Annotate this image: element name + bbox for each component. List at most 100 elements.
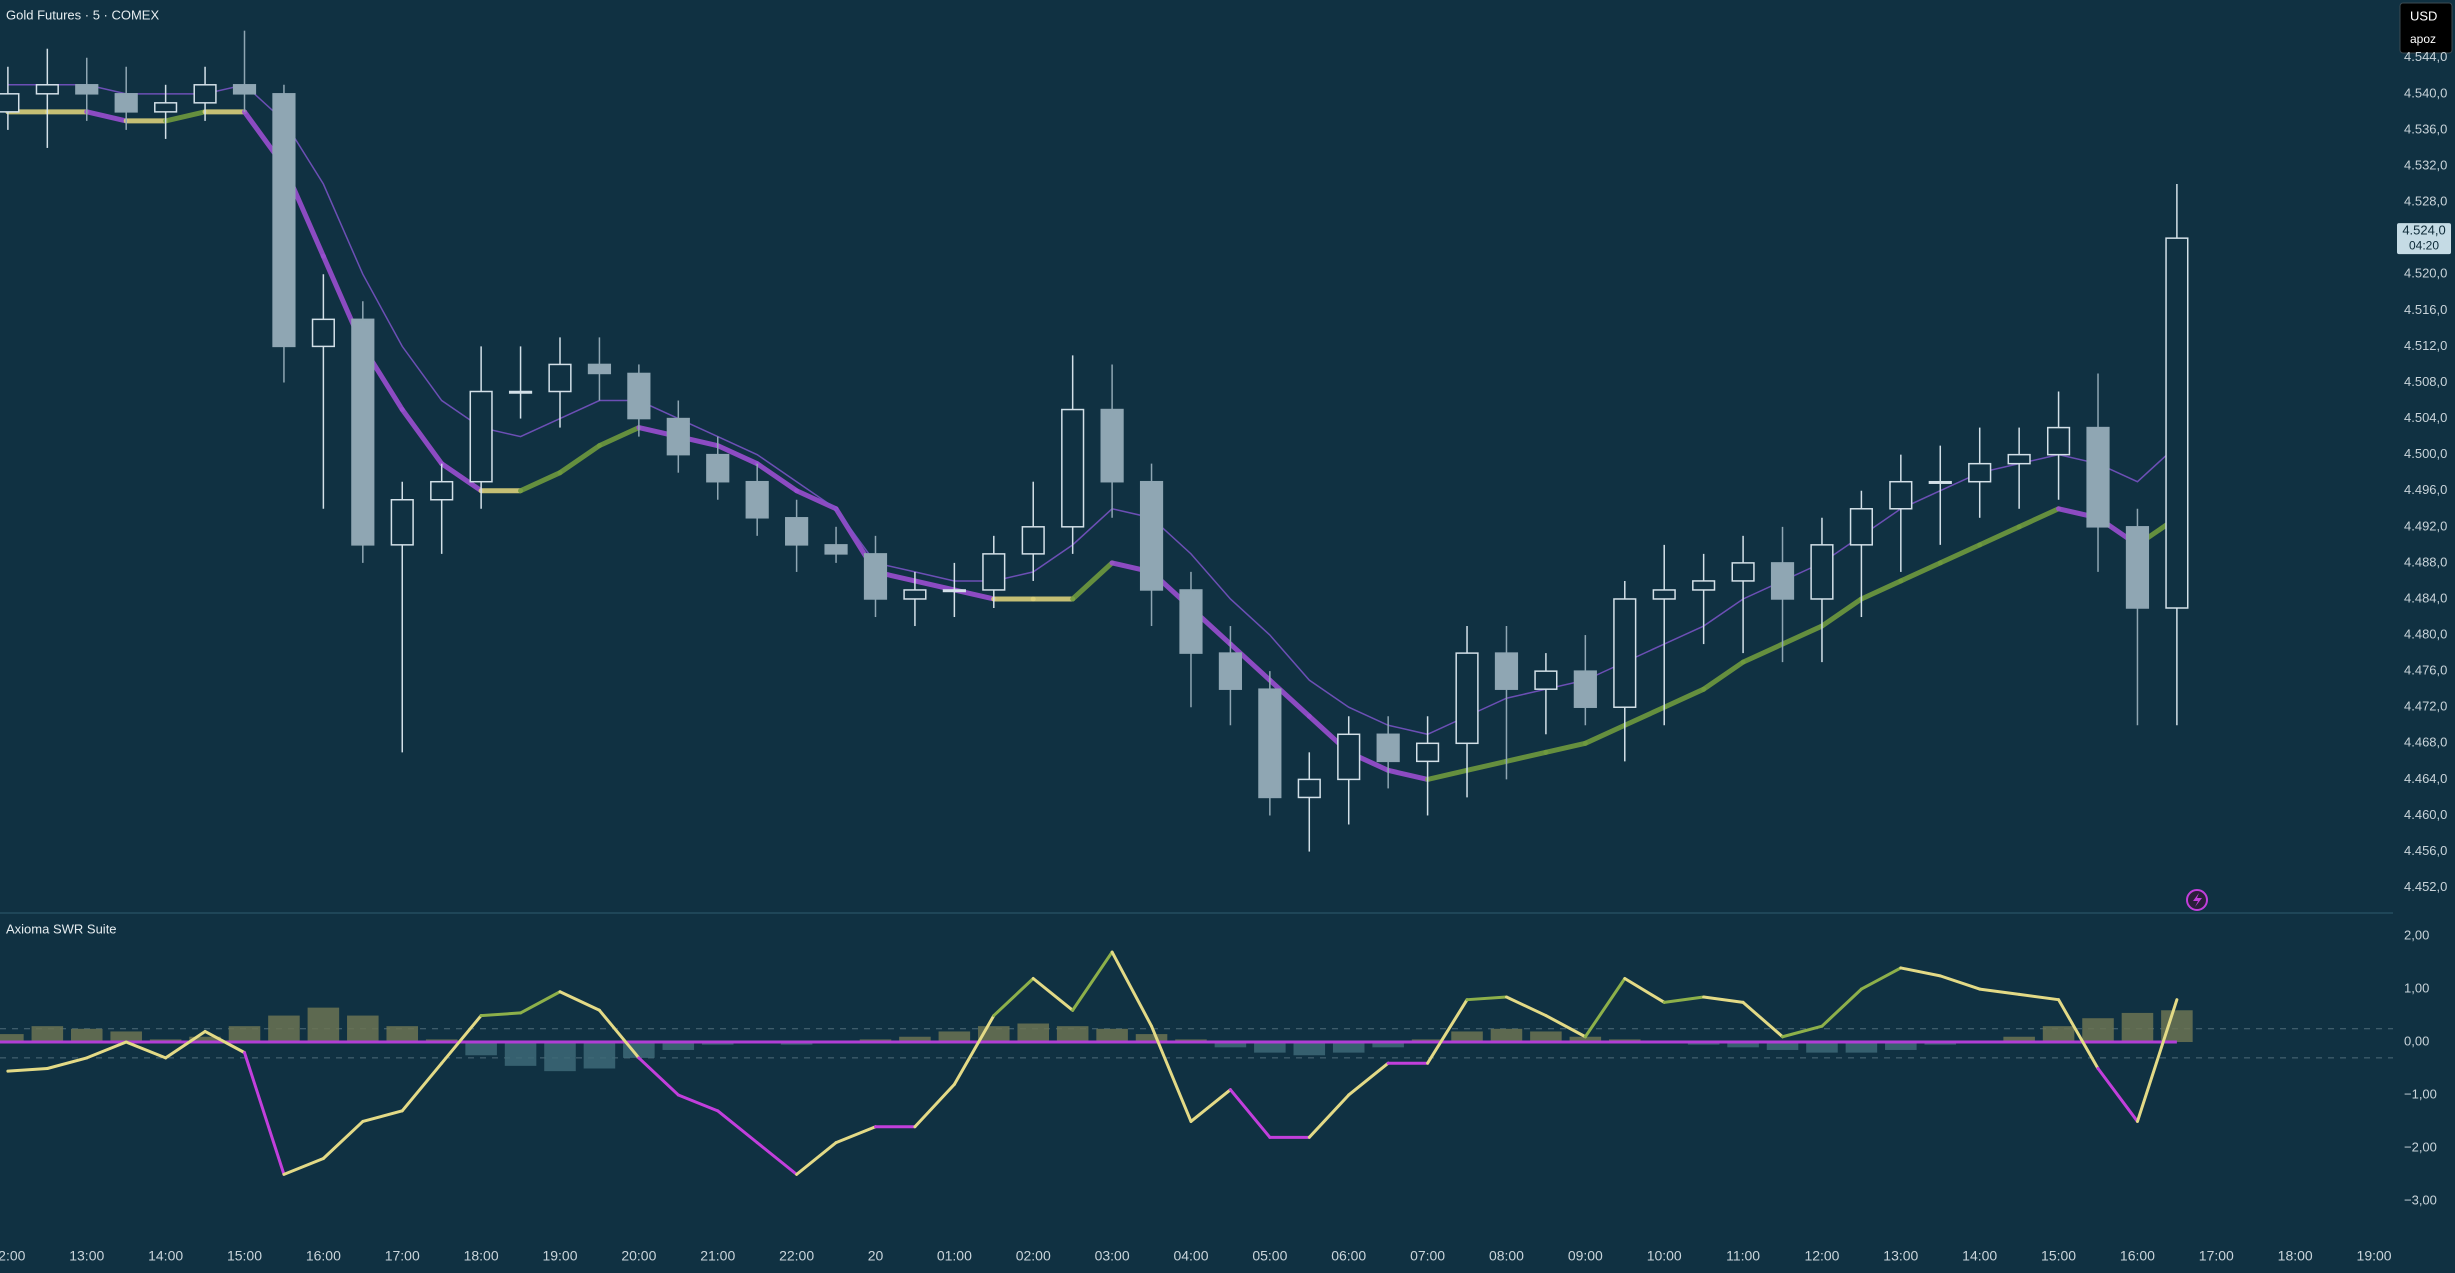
y-tick-label: −1,00 [2404, 1086, 2437, 1101]
x-tick-label: 10:00 [1647, 1248, 1682, 1264]
y-tick-label: 4.520,0 [2404, 266, 2447, 281]
histogram-bar [386, 1026, 419, 1043]
oscillator-segment [2096, 1067, 2139, 1123]
candle-body [903, 589, 927, 600]
histogram-bar [623, 1042, 655, 1058]
histogram-bar [1530, 1031, 1562, 1043]
candle-body [1376, 733, 1400, 763]
candle-body [1692, 580, 1716, 591]
x-tick-label: 13:00 [1883, 1248, 1918, 1264]
x-tick-label: 13:00 [69, 1248, 104, 1264]
x-tick-label: 21:00 [700, 1248, 735, 1264]
candle-body [1810, 544, 1834, 600]
y-tick-label: 4.472,0 [2404, 699, 2447, 714]
currency-box[interactable] [2399, 2, 2453, 54]
trend-line-segment [1858, 578, 1904, 602]
candle-body [1455, 652, 1479, 745]
candle-body [1770, 562, 1795, 600]
candle-body [193, 84, 217, 104]
candle-body [1100, 408, 1124, 483]
candle-body [75, 84, 99, 95]
oscillator-segment [2135, 998, 2179, 1123]
oscillator-segment [1544, 1014, 1587, 1039]
x-tick-label: 19:00 [542, 1248, 577, 1264]
trend-line-segment [1425, 767, 1470, 782]
trend-line-segment [1780, 623, 1825, 647]
y-tick-label: 4.500,0 [2404, 446, 2447, 461]
histogram-bar [583, 1042, 616, 1069]
x-tick-label: 18:00 [2278, 1248, 2313, 1264]
oscillator-segment [716, 1109, 759, 1145]
y-tick-label: 4.456,0 [2404, 843, 2447, 858]
candle-body [311, 318, 335, 348]
candle-body [1139, 480, 1164, 591]
currency[interactable]: USD [2410, 8, 2437, 23]
histogram-bar [1372, 1042, 1404, 1048]
oscillator-segment [400, 1061, 444, 1113]
candle-body [666, 417, 690, 456]
x-tick-label: 14:00 [148, 1248, 183, 1264]
oscillator-segment [2057, 998, 2100, 1070]
candle-body [430, 480, 454, 501]
trend-line-segment [1661, 686, 1707, 710]
candle-body [114, 93, 138, 113]
account[interactable]: apoz [2410, 32, 2436, 46]
candle-body [272, 93, 296, 348]
histogram-bar [189, 1036, 221, 1043]
oscillator-segment [1071, 950, 1114, 1012]
histogram-bar [1451, 1031, 1483, 1043]
histogram-bar [31, 1026, 64, 1043]
candle-body [785, 517, 809, 546]
alert-bolt[interactable] [2193, 893, 2202, 907]
histogram-bar [70, 1028, 103, 1043]
alert-icon[interactable] [2186, 889, 2208, 911]
oscillator-segment [2017, 992, 2061, 1002]
x-tick-label: 20:00 [621, 1248, 656, 1264]
chart-title: Gold Futures · 5 · COMEX [6, 7, 159, 22]
y-tick-label: 0,00 [2404, 1033, 2429, 1048]
y-tick-label: −2,00 [2404, 1139, 2437, 1154]
trend-line-segment [518, 470, 563, 494]
trend-line-segment [399, 407, 445, 467]
last-price-label: 4.524,0 [2402, 223, 2445, 238]
y-tick-label: 4.528,0 [2404, 194, 2447, 209]
candle-body [1494, 652, 1519, 690]
x-tick-label: 08:00 [1489, 1248, 1524, 1264]
oscillator-segment [1938, 974, 1982, 991]
candle-body [1534, 670, 1558, 690]
trend-line-segment [1977, 524, 2022, 548]
oscillator-segment [1583, 977, 1627, 1039]
countdown: 04:20 [2409, 238, 2439, 252]
candle-body [390, 499, 414, 546]
histogram-bar [1490, 1028, 1523, 1043]
histogram-bar [2003, 1036, 2035, 1043]
trend-line-segment [1898, 560, 1943, 584]
trend-line-segment [1819, 596, 1864, 629]
oscillator-segment [992, 977, 1035, 1018]
trend-line-segment [912, 578, 957, 593]
x-tick-label: 12:00 [0, 1248, 26, 1264]
oscillator-segment [361, 1109, 404, 1123]
trend-line-segment [1385, 767, 1431, 782]
y-tick-label: 4.476,0 [2404, 663, 2447, 678]
x-tick-label: 15:00 [2041, 1248, 2076, 1264]
histogram-bar [110, 1031, 142, 1043]
candle-body [1968, 462, 1992, 483]
last-price-box [2397, 223, 2451, 255]
histogram-bar [2082, 1018, 2114, 1043]
x-tick-label: 04:00 [1173, 1248, 1208, 1264]
histogram-bar [1845, 1042, 1878, 1053]
indicator-title: Axioma SWR Suite [6, 921, 117, 936]
oscillator-segment [558, 990, 601, 1012]
trend-line-segment [1503, 749, 1549, 764]
x-tick-label: 12:00 [1804, 1248, 1839, 1264]
histogram-bar [1017, 1023, 1050, 1043]
oscillator-segment [1662, 995, 1706, 1004]
trend-line-segment [754, 461, 800, 494]
histogram-bar [1727, 1042, 1759, 1048]
oscillator-segment [1150, 1024, 1193, 1123]
histogram-bar [662, 1042, 695, 1050]
oscillator-segment [834, 1125, 877, 1145]
oscillator-segment [519, 990, 562, 1015]
